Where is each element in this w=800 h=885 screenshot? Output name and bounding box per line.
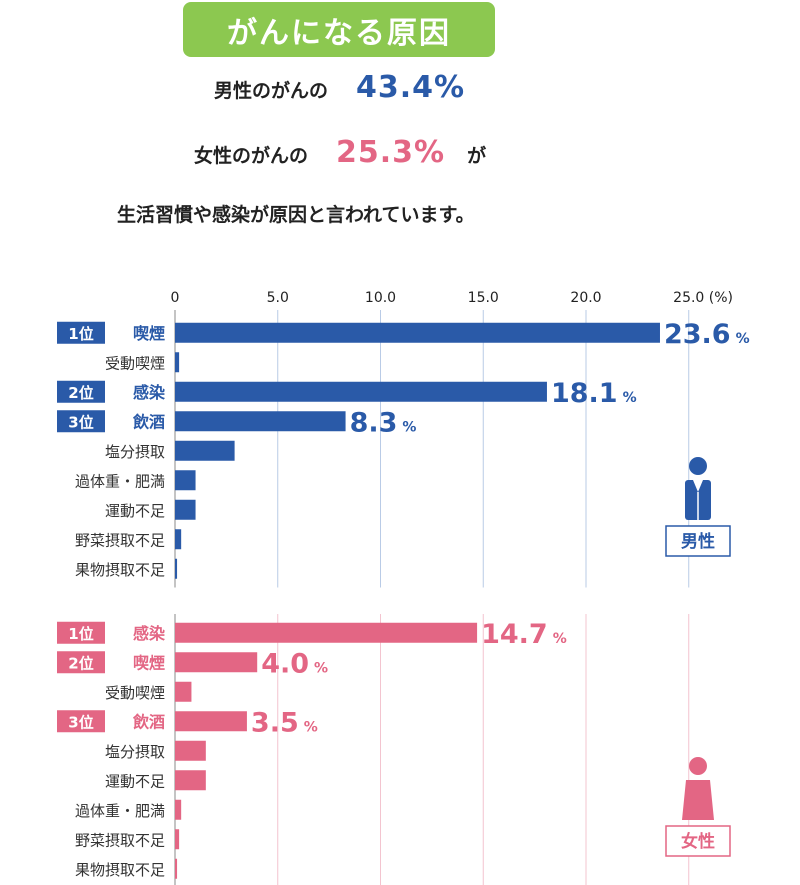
summary-conclusion: 生活習慣や感染が原因と言われています。 [117, 204, 475, 226]
data-label: 14.7 [481, 619, 548, 650]
category-label: 運動不足 [105, 502, 165, 520]
category-label: 野菜摂取不足 [75, 831, 165, 849]
rank-badge [57, 651, 105, 674]
bar [175, 740, 206, 761]
necktie-icon [693, 480, 703, 492]
bar [175, 381, 547, 402]
data-label-unit: % [304, 719, 318, 735]
rank-badge-label: 3位 [68, 413, 93, 431]
rank-badge [57, 321, 105, 344]
category-label: 飲酒 [132, 712, 165, 731]
x-tick-label: 10.0 [365, 290, 396, 306]
category-label: 喫煙 [133, 324, 165, 343]
category-label: 果物摂取不足 [75, 861, 165, 879]
female-summary-prefix: 女性のがんの [194, 145, 309, 167]
x-tick-label: 5.0 [267, 290, 289, 306]
data-label: 8.3 [350, 407, 398, 438]
data-label-unit: % [314, 660, 328, 676]
female-summary-suffix: が [467, 145, 487, 167]
category-label: 果物摂取不足 [75, 561, 165, 579]
male-label: 男性 [681, 531, 715, 552]
female-summary: 女性のがんの 25.3% が [194, 135, 486, 170]
category-label: 受動喫煙 [105, 354, 165, 372]
data-label-unit: % [402, 419, 416, 435]
bar [175, 470, 196, 491]
category-label: 塩分摂取 [105, 443, 165, 461]
bar [175, 529, 182, 550]
bar [175, 681, 192, 702]
male-icon-head [689, 457, 707, 475]
data-label: 3.5 [251, 707, 299, 738]
bar [175, 622, 478, 643]
bar [175, 770, 206, 791]
bar [175, 352, 180, 373]
category-label: 塩分摂取 [105, 743, 165, 761]
female-icon-head [689, 757, 707, 775]
x-tick-label: 20.0 [570, 290, 601, 306]
female-percentage: 25.3% [336, 135, 446, 170]
data-label: 18.1 [551, 378, 618, 409]
page-title: がんになる原因 [183, 2, 495, 57]
category-label: 受動喫煙 [105, 684, 165, 702]
category-label: 感染 [133, 624, 166, 643]
female-label: 女性 [681, 831, 715, 852]
rank-badge [57, 410, 105, 433]
female-label-box [665, 825, 731, 857]
x-axis-unit: (%) [709, 290, 733, 306]
rank-badge [57, 621, 105, 644]
male-label-box [665, 525, 731, 557]
data-label-unit: % [623, 390, 637, 406]
x-tick-label: 0 [171, 290, 180, 306]
bar [175, 558, 178, 579]
x-tick-label: 15.0 [468, 290, 499, 306]
data-label: 4.0 [261, 648, 309, 679]
data-label-unit: % [736, 331, 750, 347]
data-label-unit: % [553, 631, 567, 647]
rank-badge-label: 3位 [68, 713, 93, 731]
data-label: 23.6 [664, 319, 731, 350]
category-label: 喫煙 [133, 653, 165, 672]
category-label: 感染 [133, 383, 166, 402]
rank-badge-label: 1位 [68, 325, 93, 343]
bar [175, 711, 247, 732]
male-summary: 男性のがんの 43.4% [214, 70, 465, 105]
bar [175, 652, 258, 673]
rank-badge [57, 380, 105, 403]
rank-badge-label: 2位 [68, 654, 93, 672]
category-label: 野菜摂取不足 [75, 531, 165, 549]
category-label: 飲酒 [132, 412, 165, 431]
category-label: 運動不足 [105, 772, 165, 790]
rank-badge-label: 1位 [68, 625, 93, 643]
x-tick-label: 25.0 [673, 290, 704, 306]
bar [175, 799, 182, 820]
bar [175, 440, 235, 461]
male-summary-prefix: 男性のがんの [214, 80, 329, 102]
bar [175, 829, 180, 850]
male-percentage: 43.4% [356, 70, 466, 105]
bar [175, 322, 660, 343]
category-label: 過体重・肥満 [75, 472, 165, 490]
rank-badge-label: 2位 [68, 384, 93, 402]
bar [175, 499, 196, 520]
category-label: 過体重・肥満 [75, 802, 165, 820]
bar [175, 411, 346, 432]
bar [175, 858, 178, 879]
rank-badge [57, 710, 105, 733]
female-icon [682, 780, 714, 820]
